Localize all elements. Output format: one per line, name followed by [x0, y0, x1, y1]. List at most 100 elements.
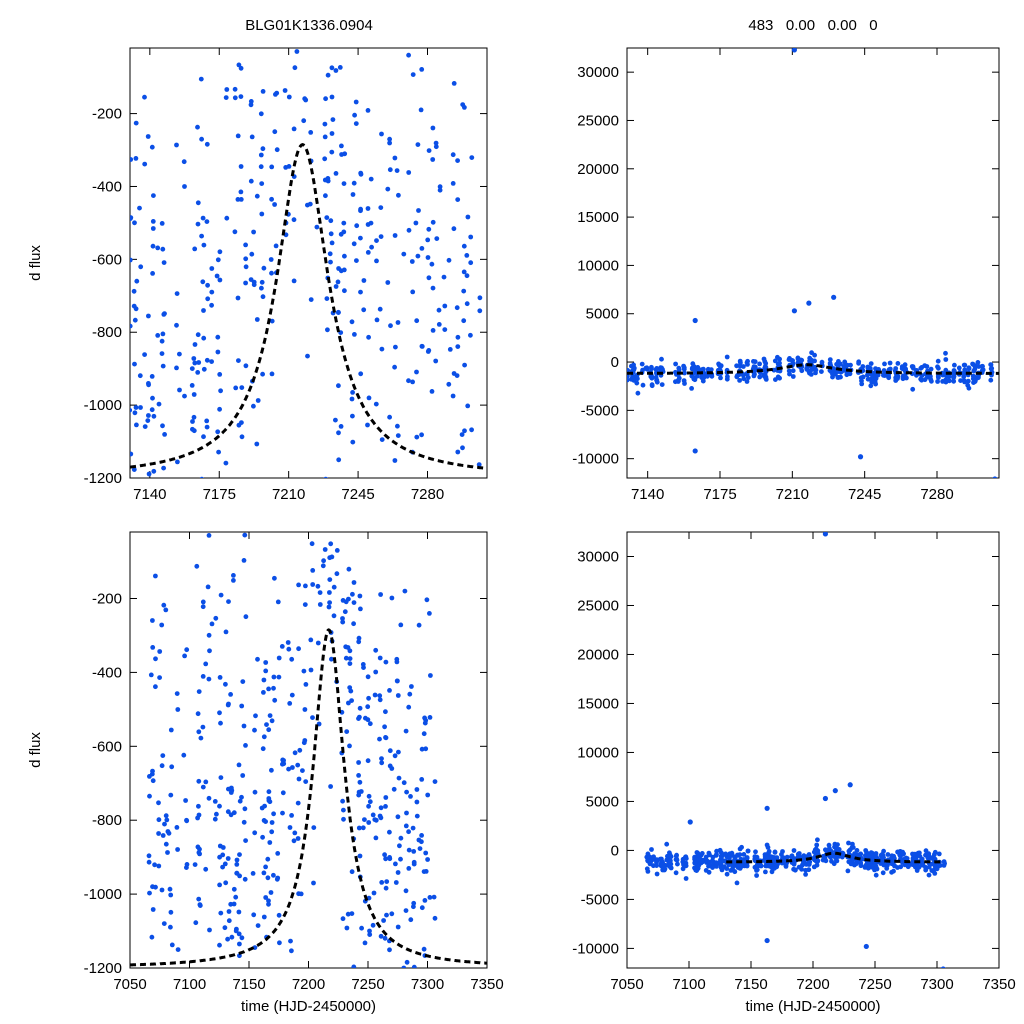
model-curve — [726, 851, 944, 864]
data-point — [280, 810, 285, 816]
data-point — [243, 264, 249, 270]
data-point — [263, 895, 269, 900]
data-point — [753, 849, 758, 855]
data-point — [649, 366, 654, 372]
data-point — [192, 862, 198, 867]
data-point — [951, 373, 957, 379]
data-point — [761, 356, 767, 362]
data-point — [207, 648, 212, 654]
data-point — [322, 547, 328, 552]
data-point — [353, 99, 359, 105]
data-point — [823, 858, 829, 864]
data-point — [133, 405, 139, 410]
outlier-point — [847, 782, 853, 788]
data-point — [235, 197, 241, 202]
data-point — [396, 775, 402, 781]
data-point — [627, 368, 631, 373]
data-point — [241, 723, 247, 729]
data-point — [233, 894, 239, 900]
data-point — [133, 120, 139, 126]
data-point — [374, 258, 379, 264]
data-point — [366, 820, 372, 825]
data-point — [406, 378, 411, 384]
data-point — [943, 350, 948, 356]
data-point — [130, 257, 133, 263]
data-point — [428, 673, 433, 678]
data-point — [346, 566, 352, 572]
data-point — [168, 909, 174, 915]
data-point — [206, 676, 212, 682]
data-point — [177, 351, 182, 357]
data-point — [175, 847, 181, 852]
data-point — [377, 655, 383, 661]
data-point — [153, 573, 158, 579]
data-point — [258, 164, 264, 170]
y-tick-label: -200 — [92, 106, 122, 123]
data-point — [265, 875, 271, 881]
data-point — [366, 395, 372, 401]
x-tick-label: 7210 — [272, 486, 305, 503]
data-point — [654, 871, 660, 877]
data-point — [356, 773, 361, 778]
data-point — [718, 375, 723, 381]
data-point — [421, 946, 427, 952]
data-point — [237, 798, 243, 804]
data-point — [465, 403, 471, 409]
data-point — [856, 360, 861, 366]
data-point — [910, 386, 916, 392]
data-point — [161, 312, 167, 317]
data-point — [460, 445, 465, 451]
data-point — [238, 65, 244, 71]
data-point — [827, 360, 833, 366]
data-point — [874, 855, 880, 861]
data-point — [301, 668, 307, 674]
data-point — [200, 604, 206, 610]
data-point — [196, 803, 201, 809]
data-point — [928, 366, 934, 372]
data-point — [464, 253, 470, 258]
panel-bottom-right: 7050 7100 7150 7200 7250 7300 7350 -10000 -5000 0… — [572, 531, 1016, 1015]
outlier-point — [863, 943, 869, 950]
data-point — [215, 349, 221, 355]
data-point — [196, 812, 202, 818]
figure-title-right: 483 0.00 0.00 0 — [748, 17, 877, 34]
data-point — [451, 81, 457, 86]
data-point — [662, 866, 668, 872]
y-tick-label: 30000 — [577, 548, 619, 565]
data-point — [132, 220, 137, 226]
data-point — [336, 430, 341, 436]
data-point — [961, 374, 967, 380]
x-tick-label: 7100 — [672, 976, 705, 993]
data-point — [196, 896, 202, 902]
data-point — [336, 457, 342, 463]
data-point — [150, 219, 156, 224]
data-point — [203, 866, 209, 872]
data-point — [374, 317, 380, 323]
data-point — [322, 134, 328, 140]
data-point — [168, 727, 174, 733]
data-point — [328, 259, 333, 265]
data-point — [462, 362, 467, 368]
outlier-point — [692, 317, 698, 324]
data-point — [936, 851, 942, 857]
data-point — [406, 829, 411, 835]
data-point — [232, 86, 238, 92]
data-point — [347, 648, 353, 654]
data-point — [754, 867, 760, 873]
data-point — [289, 656, 295, 662]
y-tick-label: 0 — [611, 354, 619, 371]
data-point — [325, 72, 331, 78]
data-point — [182, 393, 187, 399]
data-point — [406, 170, 412, 175]
data-point — [274, 876, 280, 882]
data-point — [254, 317, 260, 322]
data-point — [891, 868, 896, 874]
data-point — [254, 193, 260, 199]
data-point — [358, 289, 363, 295]
data-point — [404, 810, 409, 816]
data-point — [395, 814, 401, 820]
data-point — [409, 259, 415, 264]
data-point — [972, 378, 978, 384]
data-point — [477, 295, 483, 301]
data-point — [675, 378, 681, 383]
